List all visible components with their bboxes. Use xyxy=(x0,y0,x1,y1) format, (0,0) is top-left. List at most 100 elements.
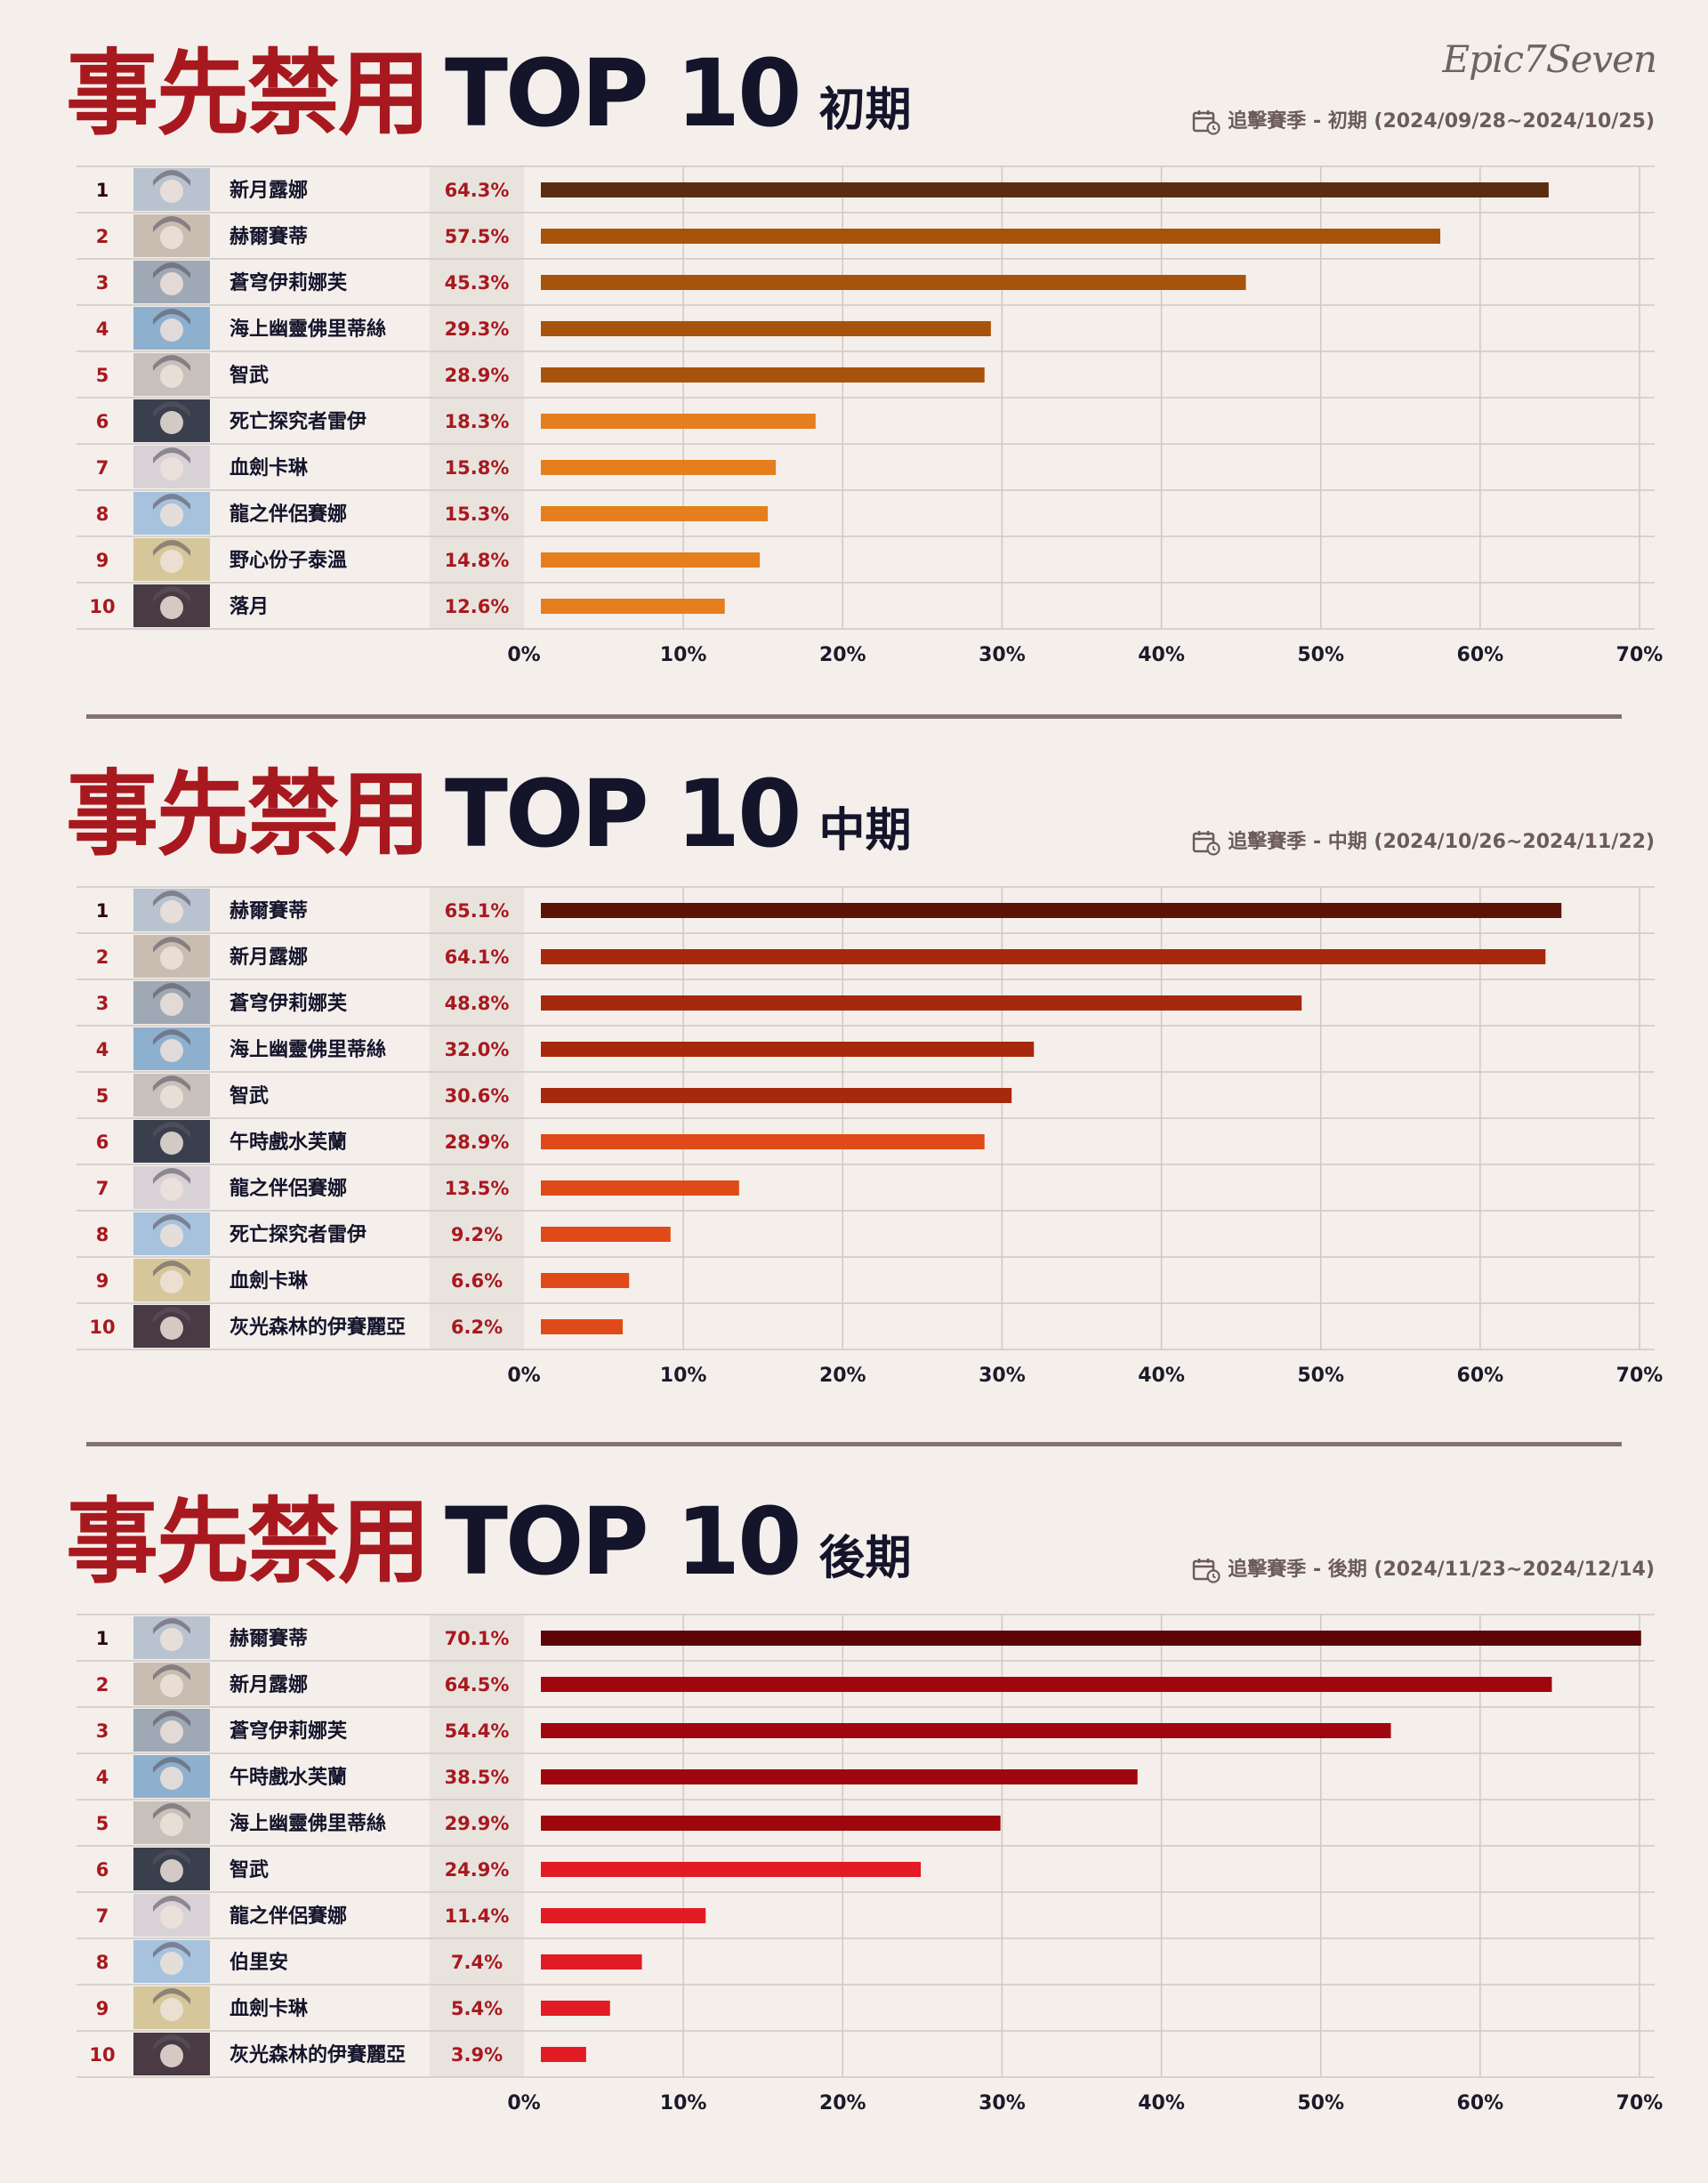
rank-number: 8 xyxy=(96,1224,109,1245)
rank-number: 4 xyxy=(96,1767,109,1788)
hero-name: 智武 xyxy=(230,1858,269,1881)
hero-portrait xyxy=(133,214,210,257)
hero-name: 伯里安 xyxy=(230,1951,288,1974)
hero-name: 血劍卡琳 xyxy=(230,456,309,479)
hero-name: 智武 xyxy=(230,1084,269,1108)
ban-rate-bar xyxy=(541,229,1441,244)
ban-rate-label: 38.5% xyxy=(445,1767,510,1788)
ban-rate-label: 64.1% xyxy=(445,947,510,968)
hero-name: 蒼穹伊莉娜芙 xyxy=(230,1720,348,1743)
epic-seven-logo: Epic7Seven xyxy=(1442,37,1657,81)
rank-number: 6 xyxy=(96,1132,109,1153)
ban-rate-label: 6.2% xyxy=(451,1317,503,1338)
ban-rate-bar xyxy=(541,367,985,383)
ban-rate-bar xyxy=(541,1134,985,1149)
ban-rate-label: 28.9% xyxy=(445,365,510,386)
ban-rate-label: 7.4% xyxy=(451,1952,503,1973)
ban-rate-bar xyxy=(541,506,769,521)
ban-rate-bar xyxy=(541,1723,1391,1738)
rank-number: 1 xyxy=(96,180,109,201)
ban-rate-label: 6.6% xyxy=(451,1270,503,1292)
hero-name: 死亡探究者雷伊 xyxy=(230,410,367,433)
ban-rate-bar xyxy=(541,1273,630,1288)
hero-portrait xyxy=(133,492,210,535)
ban-rate-label: 9.2% xyxy=(451,1224,503,1245)
ban-rate-chart-early: 0% 10% 20% 30% 40% 50% 60% 70%1 新月露娜 64.3%2 赫爾賽蒂 57… xyxy=(77,165,1663,666)
calendar-icon xyxy=(1193,831,1221,856)
rank-number: 9 xyxy=(96,1270,109,1292)
rank-number: 5 xyxy=(96,1085,109,1107)
hero-portrait xyxy=(133,1027,210,1070)
section-title: 事先禁用 TOP 10 後期 xyxy=(66,1466,912,1596)
rank-number: 5 xyxy=(96,1813,109,1834)
ban-rate-label: 65.1% xyxy=(445,900,510,922)
ban-rate-label: 32.0% xyxy=(445,1039,510,1060)
ban-rate-bar xyxy=(541,1862,922,1877)
table-row: 10 灰光森林的伊賽麗亞 3.9% xyxy=(89,2033,586,2075)
ban-rate-bar xyxy=(541,599,725,614)
hero-name: 野心份子泰溫 xyxy=(230,550,347,572)
table-row: 1 赫爾賽蒂 65.1% xyxy=(96,889,1562,931)
table-row: 7 龍之伴侶賽娜 11.4% xyxy=(96,1894,706,1937)
season-text: 追擊賽季 - 初期 (2024/09/28~2024/10/25) xyxy=(1228,110,1655,133)
hero-portrait xyxy=(133,1616,210,1659)
section-title: 事先禁用 TOP 10 中期 xyxy=(66,738,912,868)
hero-name: 血劍卡琳 xyxy=(230,1997,309,2020)
ban-rate-bar xyxy=(541,903,1562,918)
ban-rate-bar xyxy=(541,1631,1641,1646)
x-tick-label: 30% xyxy=(979,2092,1026,2115)
x-tick-label: 50% xyxy=(1297,1365,1344,1387)
hero-portrait xyxy=(133,1848,210,1890)
table-row: 2 赫爾賽蒂 57.5% xyxy=(96,214,1441,257)
hero-portrait xyxy=(133,1986,210,2029)
ban-rate-label: 13.5% xyxy=(445,1178,510,1199)
hero-portrait xyxy=(133,1663,210,1705)
hero-name: 海上幽靈佛里蒂絲 xyxy=(230,1812,386,1835)
rank-number: 8 xyxy=(96,503,109,525)
table-row: 3 蒼穹伊莉娜芙 54.4% xyxy=(96,1709,1391,1752)
x-tick-label: 20% xyxy=(819,1365,866,1387)
table-row: 5 智武 30.6% xyxy=(96,1074,1012,1116)
hero-name: 赫爾賽蒂 xyxy=(230,899,308,922)
rank-number: 10 xyxy=(89,1317,115,1338)
hero-portrait xyxy=(133,935,210,978)
title-top10: TOP 10 xyxy=(445,1487,802,1596)
title-top10: TOP 10 xyxy=(445,760,802,868)
x-tick-label: 10% xyxy=(660,644,707,666)
hero-portrait xyxy=(133,261,210,303)
hero-portrait xyxy=(133,399,210,442)
ban-rate-bar xyxy=(541,1816,1001,1831)
rank-number: 3 xyxy=(96,272,109,294)
hero-name: 海上幽靈佛里蒂絲 xyxy=(230,318,386,341)
table-row: 4 午時戲水芙蘭 38.5% xyxy=(96,1755,1138,1798)
rank-number: 9 xyxy=(96,550,109,571)
ban-rate-label: 64.3% xyxy=(445,180,510,201)
table-row: 10 灰光森林的伊賽麗亞 6.2% xyxy=(89,1305,624,1348)
section-title: 事先禁用 TOP 10 初期 xyxy=(66,18,912,148)
ban-rate-label: 24.9% xyxy=(445,1859,510,1881)
ban-rate-label: 57.5% xyxy=(445,226,510,247)
ban-rate-label: 70.1% xyxy=(445,1628,510,1649)
hero-portrait xyxy=(133,1894,210,1937)
x-tick-label: 10% xyxy=(660,1365,707,1387)
x-tick-label: 30% xyxy=(979,644,1026,666)
hero-name: 蒼穹伊莉娜芙 xyxy=(230,271,348,294)
x-tick-label: 40% xyxy=(1138,644,1185,666)
hero-name: 灰光森林的伊賽麗亞 xyxy=(230,1316,406,1339)
x-tick-label: 0% xyxy=(507,1365,540,1387)
rank-number: 1 xyxy=(96,900,109,922)
rank-number: 2 xyxy=(96,1674,109,1696)
hero-name: 龍之伴侶賽娜 xyxy=(230,1177,347,1200)
x-tick-label: 0% xyxy=(507,644,540,666)
x-tick-label: 0% xyxy=(507,2092,540,2115)
table-row: 6 智武 24.9% xyxy=(96,1848,922,1890)
ban-rate-bar xyxy=(541,460,777,475)
rank-number: 3 xyxy=(96,1720,109,1742)
hero-name: 蒼穹伊莉娜芙 xyxy=(230,992,348,1015)
table-row: 3 蒼穹伊莉娜芙 45.3% xyxy=(96,261,1246,303)
x-tick-label: 40% xyxy=(1138,1365,1185,1387)
section-early: 事先禁用 TOP 10 初期 追擊賽季 - 初期 (2024/09/28~2024/… xyxy=(0,0,1708,712)
rank-number: 2 xyxy=(96,947,109,968)
ban-rate-label: 18.3% xyxy=(445,411,510,432)
hero-name: 午時戲水芙蘭 xyxy=(230,1131,347,1154)
